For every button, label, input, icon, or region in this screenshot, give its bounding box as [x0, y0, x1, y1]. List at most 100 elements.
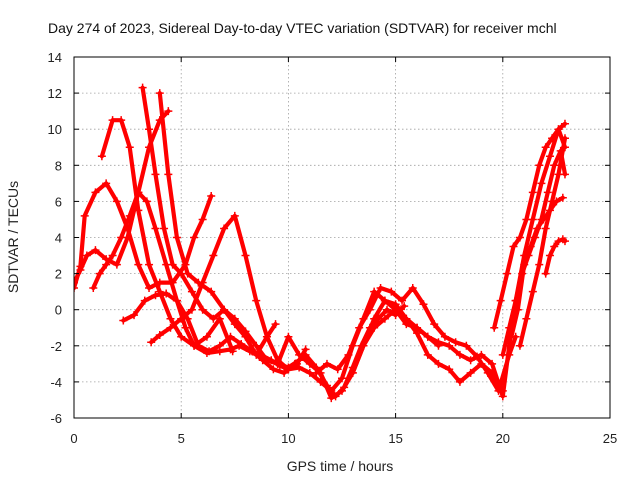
data-point [95, 269, 104, 278]
data-point [408, 284, 417, 293]
data-point [535, 260, 544, 269]
series-track-11 [348, 119, 569, 401]
y-tick-labels: -6 -4 -2 0 2 4 6 8 10 12 14 [48, 50, 62, 426]
data-point [230, 211, 239, 220]
data-point [112, 197, 121, 206]
data-point [177, 332, 186, 341]
data-point [273, 359, 282, 368]
data-point [380, 314, 389, 323]
y-tick-label: 14 [48, 50, 62, 65]
data-point [365, 305, 374, 314]
data-point [215, 341, 224, 350]
data-point [271, 320, 280, 329]
series-track-15 [515, 134, 569, 350]
y-tick-label: -2 [50, 339, 62, 354]
data-point [333, 365, 342, 374]
data-point [252, 296, 261, 305]
data-point [134, 260, 143, 269]
data-point [237, 339, 246, 348]
data-point [490, 323, 499, 332]
data-point [387, 287, 396, 296]
data-point [262, 332, 271, 341]
data-point [445, 341, 454, 350]
x-tick-labels: 0 5 10 15 20 25 [70, 431, 617, 446]
data-point [533, 224, 542, 233]
data-point [509, 242, 518, 251]
data-point [108, 116, 117, 125]
data-point [112, 260, 121, 269]
data-point [548, 134, 557, 143]
x-tick-label: 20 [496, 431, 510, 446]
data-point [102, 179, 111, 188]
y-axis-label: SDTVAR / TECUs [5, 181, 21, 293]
data-point [130, 311, 139, 320]
series-line [91, 190, 308, 372]
data-point [430, 320, 439, 329]
data-point [434, 338, 443, 347]
data-point [145, 260, 154, 269]
x-tick-label: 25 [603, 431, 617, 446]
data-point [462, 341, 471, 350]
y-tick-label: -6 [50, 411, 62, 426]
data-point [119, 316, 128, 325]
data-point [503, 269, 512, 278]
data-point [344, 350, 353, 359]
data-point [558, 193, 567, 202]
data-point [155, 330, 164, 339]
data-point [327, 394, 336, 403]
data-point [550, 161, 559, 170]
data-point [202, 332, 211, 341]
data-point [550, 242, 559, 251]
data-point [198, 215, 207, 224]
data-point [413, 323, 422, 332]
data-point [338, 374, 346, 383]
data-point [198, 305, 207, 314]
series-line [492, 127, 568, 330]
data-point [483, 368, 492, 377]
series-line [517, 136, 568, 348]
data-point [537, 179, 546, 188]
data-point [522, 314, 531, 323]
data-point [145, 125, 154, 134]
data-point [434, 359, 443, 368]
data-point [376, 284, 385, 293]
data-point [380, 296, 389, 305]
data-point [477, 350, 486, 359]
data-point [74, 284, 78, 293]
data-point [91, 246, 100, 255]
data-point [162, 289, 171, 298]
data-point [498, 350, 507, 359]
data-point [147, 338, 156, 347]
data-point [164, 170, 173, 179]
data-point [498, 392, 507, 401]
data-point [348, 368, 357, 377]
data-point [295, 350, 304, 359]
data-point [241, 251, 250, 260]
x-axis-label: GPS time / hours [287, 458, 394, 474]
series-track-16 [541, 235, 569, 278]
data-point [142, 197, 151, 206]
data-point [220, 224, 229, 233]
data-point [252, 341, 261, 350]
data-point [151, 170, 160, 179]
y-tick-label: 8 [55, 158, 62, 173]
data-point [151, 291, 160, 300]
data-point [528, 287, 537, 296]
x-tick-label: 15 [388, 431, 402, 446]
data-point [80, 211, 89, 220]
data-point [164, 107, 173, 116]
data-point [284, 332, 293, 341]
data-point [522, 215, 531, 224]
data-point [187, 287, 196, 296]
data-point [166, 314, 175, 323]
data-point [400, 302, 409, 311]
data-point [554, 125, 563, 134]
data-point [162, 260, 171, 269]
data-point [545, 152, 554, 161]
data-point [138, 83, 147, 92]
data-point [134, 188, 143, 197]
data-point [76, 262, 85, 271]
data-point [194, 341, 203, 350]
x-tick-label: 5 [178, 431, 185, 446]
